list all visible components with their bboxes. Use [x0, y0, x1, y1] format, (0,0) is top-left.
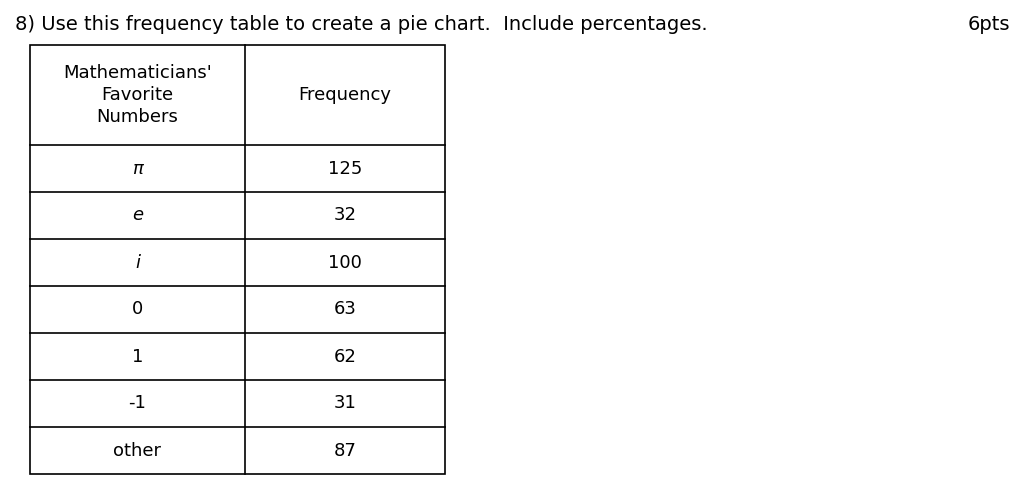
Text: Frequency: Frequency: [299, 86, 391, 104]
Text: e: e: [132, 206, 143, 225]
Text: -1: -1: [129, 394, 146, 413]
Text: 6pts: 6pts: [968, 15, 1010, 34]
Bar: [30, 45, 445, 474]
Text: Mathematicians': Mathematicians': [63, 64, 212, 82]
Text: 87: 87: [334, 441, 356, 459]
Text: other: other: [114, 441, 162, 459]
Text: 31: 31: [334, 394, 356, 413]
Text: Favorite: Favorite: [101, 86, 173, 104]
Text: i: i: [135, 253, 140, 271]
Text: 0: 0: [132, 301, 143, 318]
Text: π: π: [132, 160, 143, 178]
Text: 62: 62: [334, 348, 356, 366]
Text: 125: 125: [328, 160, 362, 178]
Text: 32: 32: [334, 206, 356, 225]
Text: 1: 1: [132, 348, 143, 366]
Text: 63: 63: [334, 301, 356, 318]
Text: 8) Use this frequency table to create a pie chart.  Include percentages.: 8) Use this frequency table to create a …: [15, 15, 708, 34]
Text: Numbers: Numbers: [96, 108, 178, 126]
Text: 100: 100: [328, 253, 361, 271]
